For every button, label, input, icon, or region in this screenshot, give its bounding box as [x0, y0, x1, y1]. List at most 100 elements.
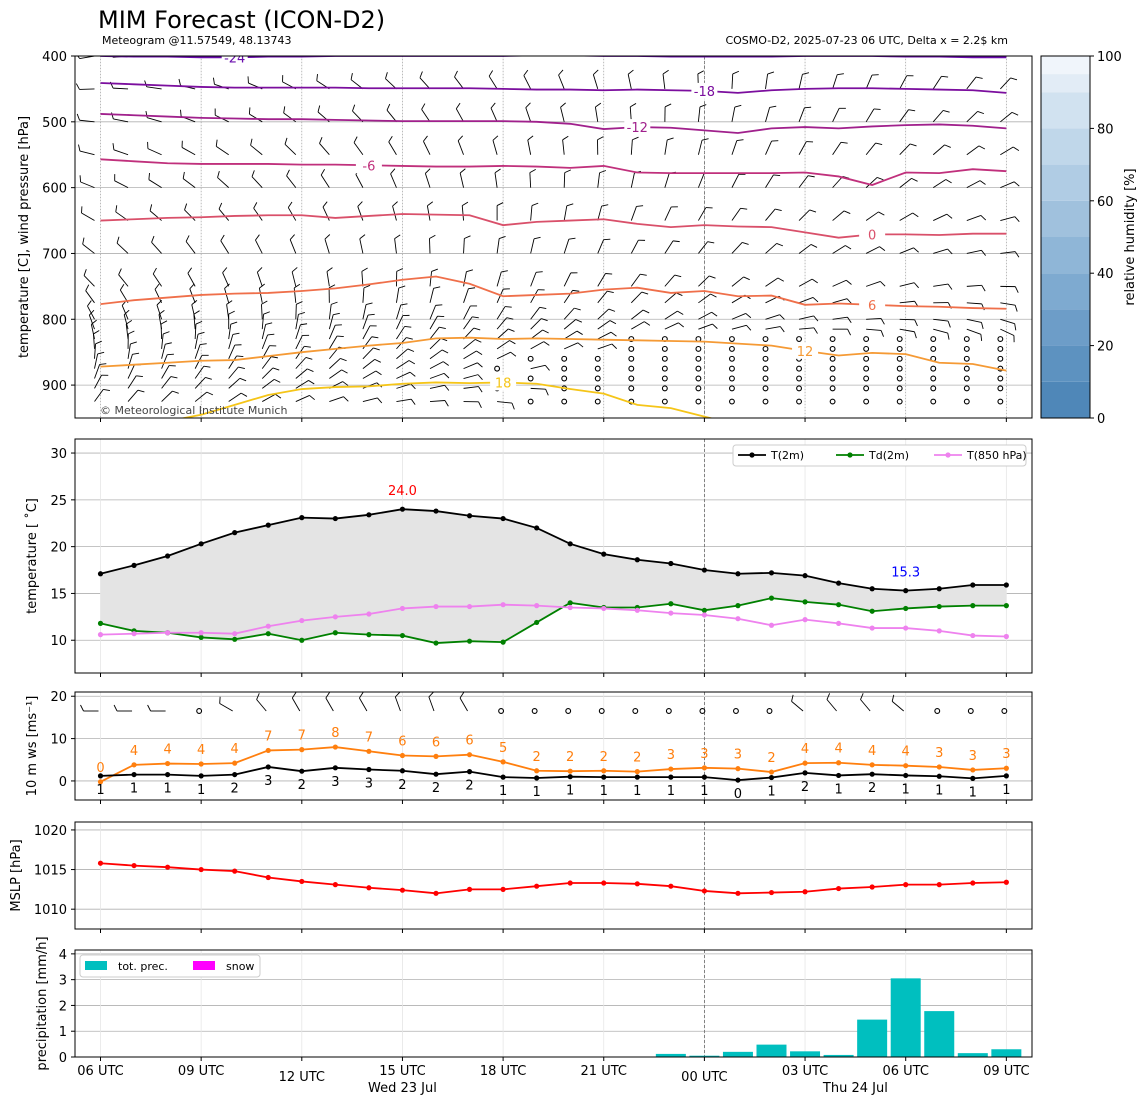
wind-barb	[127, 341, 137, 359]
mslp-point	[735, 890, 741, 896]
barb-flag	[644, 321, 651, 326]
wind-barb	[798, 244, 818, 254]
precip-bar	[655, 1053, 686, 1057]
wind-barb	[147, 704, 166, 712]
barb-shaft	[85, 290, 95, 304]
t850-point	[534, 603, 540, 609]
wind-barb	[765, 326, 785, 333]
barb-shaft	[147, 148, 162, 156]
wind-barb	[860, 693, 871, 712]
barb-shaft	[899, 109, 909, 123]
barb-shaft	[359, 238, 364, 254]
barb-shaft	[731, 107, 736, 122]
mslp-point	[265, 874, 271, 881]
wind-barb	[933, 318, 951, 328]
barb-shaft	[194, 344, 201, 359]
wind-barb	[429, 268, 439, 287]
barb-shaft	[597, 273, 606, 287]
wind-speed-point	[534, 775, 540, 781]
wind-speed-label: 2	[231, 782, 239, 797]
x-tick-label: 12 UTC	[279, 1070, 325, 1085]
barb-flag	[478, 386, 483, 393]
wind-speed-label: 1	[935, 783, 943, 798]
wind-barb	[326, 267, 333, 287]
barb-flag	[101, 374, 109, 376]
barb-flag	[85, 284, 90, 291]
wind-barb	[798, 141, 814, 155]
barb-flag	[477, 374, 483, 380]
gust-point	[1003, 765, 1009, 771]
barb-flag	[779, 314, 785, 320]
barb-flag	[981, 285, 986, 292]
wind-speed-label: 1	[163, 782, 171, 797]
barb-flag	[558, 69, 564, 76]
wind-barb	[127, 330, 135, 349]
barb-flag	[839, 107, 846, 109]
t2m-point	[567, 541, 573, 547]
upper-air-frame	[74, 55, 1033, 419]
wind-barb	[94, 363, 107, 379]
barb-flag	[116, 236, 120, 244]
barb-shaft	[496, 271, 502, 287]
gust-point	[433, 753, 439, 759]
gust-label: 4	[130, 744, 138, 759]
barb-flag	[913, 247, 919, 253]
wind-barb	[429, 286, 441, 303]
barb-shaft	[261, 334, 269, 350]
barb-flag	[402, 314, 410, 317]
wind-barb	[429, 304, 443, 320]
y-tick-label: 20	[50, 541, 67, 556]
wind-barb	[530, 289, 545, 304]
calm-circle	[863, 336, 870, 342]
barb-flag	[326, 267, 333, 272]
calm-circle	[695, 398, 702, 405]
t2m-point	[165, 553, 171, 559]
y-tick-label: 0	[59, 775, 67, 790]
barb-shaft	[394, 696, 401, 712]
barb-flag	[352, 104, 356, 112]
barb-flag	[199, 343, 207, 346]
wind-barb	[180, 56, 196, 57]
wind-barb	[123, 309, 130, 330]
barb-flag	[112, 143, 115, 150]
isotherm-label: -6	[362, 159, 375, 174]
barb-shaft	[832, 176, 843, 188]
wind-speed-label: 1	[902, 782, 910, 797]
wind-barb	[161, 390, 179, 402]
barb-flag	[250, 138, 253, 146]
barb-flag	[709, 275, 716, 279]
barb-flag	[407, 348, 415, 352]
calm-circle	[594, 385, 601, 392]
calm-circle	[628, 336, 635, 342]
barb-shaft	[328, 325, 336, 340]
barb-shaft	[457, 140, 464, 155]
wind-barb	[1000, 251, 1020, 258]
barb-flag	[410, 398, 416, 405]
barb-flag	[320, 169, 325, 176]
barb-flag	[846, 279, 852, 285]
barb-flag	[147, 704, 152, 712]
barb-shaft	[194, 334, 199, 349]
barb-shaft	[530, 205, 533, 221]
barb-shaft	[396, 304, 402, 320]
barb-shaft	[161, 344, 166, 359]
barb-shaft	[83, 275, 95, 287]
barb-shaft	[454, 76, 464, 90]
barb-flag	[423, 135, 428, 142]
barb-flag	[543, 341, 550, 346]
barb-flag	[891, 694, 895, 702]
barb-shaft	[494, 172, 498, 188]
barb-flag	[802, 72, 810, 75]
gust-label: 7	[365, 730, 373, 745]
barb-flag	[779, 326, 785, 333]
barb-flag	[525, 102, 531, 108]
barb-flag	[562, 135, 569, 141]
wind-barb	[262, 393, 282, 402]
y-tick-label: 600	[42, 182, 67, 197]
calm-circle	[594, 355, 601, 362]
wind-speed-label: 0	[734, 787, 742, 802]
barb-shaft	[765, 277, 779, 287]
wind-barb	[320, 169, 330, 188]
barb-flag	[595, 102, 602, 108]
barb-shaft	[865, 211, 879, 221]
